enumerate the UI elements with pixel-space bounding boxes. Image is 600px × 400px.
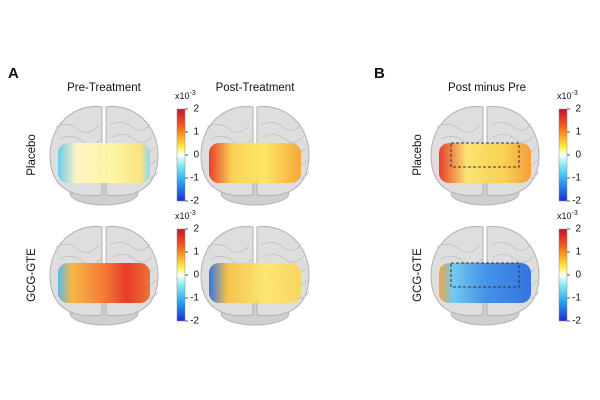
colorbar-tick-label: -1 <box>190 293 199 304</box>
activation-map <box>209 263 301 303</box>
column-title: Post minus Pre <box>448 82 526 94</box>
colorbar-ramp <box>176 228 186 322</box>
colorbar-tick-label: -1 <box>572 173 581 184</box>
sulcus <box>260 121 302 131</box>
scale-base: x10 <box>557 211 572 221</box>
colorbar-tick-label: 0 <box>193 150 199 161</box>
activation-map <box>58 263 150 303</box>
colorbar: x10-3 2 1 0 -1 -2 <box>175 210 199 327</box>
colorbar: x10-3 2 1 0 -1 -2 <box>557 90 581 207</box>
sulcus <box>436 243 480 253</box>
colorbar-tick-label: -1 <box>190 173 199 184</box>
sulcus <box>55 243 99 253</box>
scale-exponent: -3 <box>190 90 196 97</box>
colorbar-scale: x10-3 <box>557 210 578 222</box>
activation-map <box>439 143 531 183</box>
scale-exponent: -3 <box>190 210 196 217</box>
sulcus <box>59 135 103 145</box>
sulcus <box>260 241 302 251</box>
colorbar-scale: x10-3 <box>175 210 196 222</box>
panel-label: B <box>374 65 385 82</box>
scale-base: x10 <box>175 91 190 101</box>
colorbar-tick-label: 2 <box>193 224 199 235</box>
sulcus <box>436 123 480 133</box>
sulcus <box>55 123 99 133</box>
colorbar-tick-label: 0 <box>575 150 581 161</box>
colorbar-tick-label: 2 <box>575 224 581 235</box>
sulcus <box>262 253 304 263</box>
panel-label: A <box>8 65 19 82</box>
activation-map <box>209 143 301 183</box>
row-label: Placebo <box>26 134 38 176</box>
scale-base: x10 <box>557 91 572 101</box>
region-box <box>450 142 520 168</box>
brain <box>200 106 310 206</box>
scale-base: x10 <box>175 211 190 221</box>
sulcus <box>206 123 250 133</box>
colorbar-tick-label: -2 <box>572 196 581 207</box>
sulcus <box>210 255 254 265</box>
activation-map <box>439 263 531 303</box>
sulcus <box>109 121 151 131</box>
colorbar-tick-label: -2 <box>572 316 581 327</box>
colorbar: x10-3 2 1 0 -1 -2 <box>557 210 581 327</box>
scale-exponent: -3 <box>572 90 578 97</box>
colorbar-scale: x10-3 <box>557 90 578 102</box>
sulcus <box>109 241 151 251</box>
colorbar-ramp <box>176 108 186 202</box>
colorbar-tick-label: 0 <box>575 270 581 281</box>
sulcus <box>262 133 304 143</box>
brain <box>430 226 540 326</box>
sulcus <box>206 243 250 253</box>
sulcus <box>111 253 153 263</box>
sulcus <box>59 255 103 265</box>
sulcus <box>111 133 153 143</box>
sulcus <box>490 241 532 251</box>
row-label: Placebo <box>412 134 424 176</box>
region-box <box>450 262 520 288</box>
colorbar-tick-label: 1 <box>193 247 199 258</box>
column-title: Post-Treatment <box>216 82 296 94</box>
brain <box>430 106 540 206</box>
scale-exponent: -3 <box>572 210 578 217</box>
sulcus <box>210 135 254 145</box>
colorbar-tick-label: -2 <box>190 196 199 207</box>
activation-map <box>58 143 150 183</box>
row-label: GCG-GTE <box>412 248 424 302</box>
colorbar-tick-label: 0 <box>193 270 199 281</box>
colorbar-tick-label: -2 <box>190 316 199 327</box>
sulcus <box>490 121 532 131</box>
sulcus <box>492 253 534 263</box>
colorbar-tick-label: 1 <box>575 247 581 258</box>
brain <box>200 226 310 326</box>
brain <box>49 226 159 326</box>
brain <box>49 106 159 206</box>
sulcus <box>492 133 534 143</box>
row-label: GCG-GTE <box>26 248 38 302</box>
colorbar-tick-label: 1 <box>575 127 581 138</box>
colorbar-ramp <box>558 228 568 322</box>
column-title: Pre-Treatment <box>67 82 142 94</box>
colorbar-tick-label: 2 <box>193 104 199 115</box>
colorbar-tick-label: 1 <box>193 127 199 138</box>
colorbar: x10-3 2 1 0 -1 -2 <box>175 90 199 207</box>
colorbar-tick-label: 2 <box>575 104 581 115</box>
colorbar-tick-label: -1 <box>572 293 581 304</box>
colorbar-ramp <box>558 108 568 202</box>
colorbar-scale: x10-3 <box>175 90 196 102</box>
